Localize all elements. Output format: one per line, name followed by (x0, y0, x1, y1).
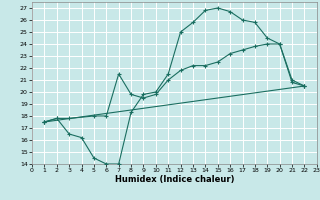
X-axis label: Humidex (Indice chaleur): Humidex (Indice chaleur) (115, 175, 234, 184)
